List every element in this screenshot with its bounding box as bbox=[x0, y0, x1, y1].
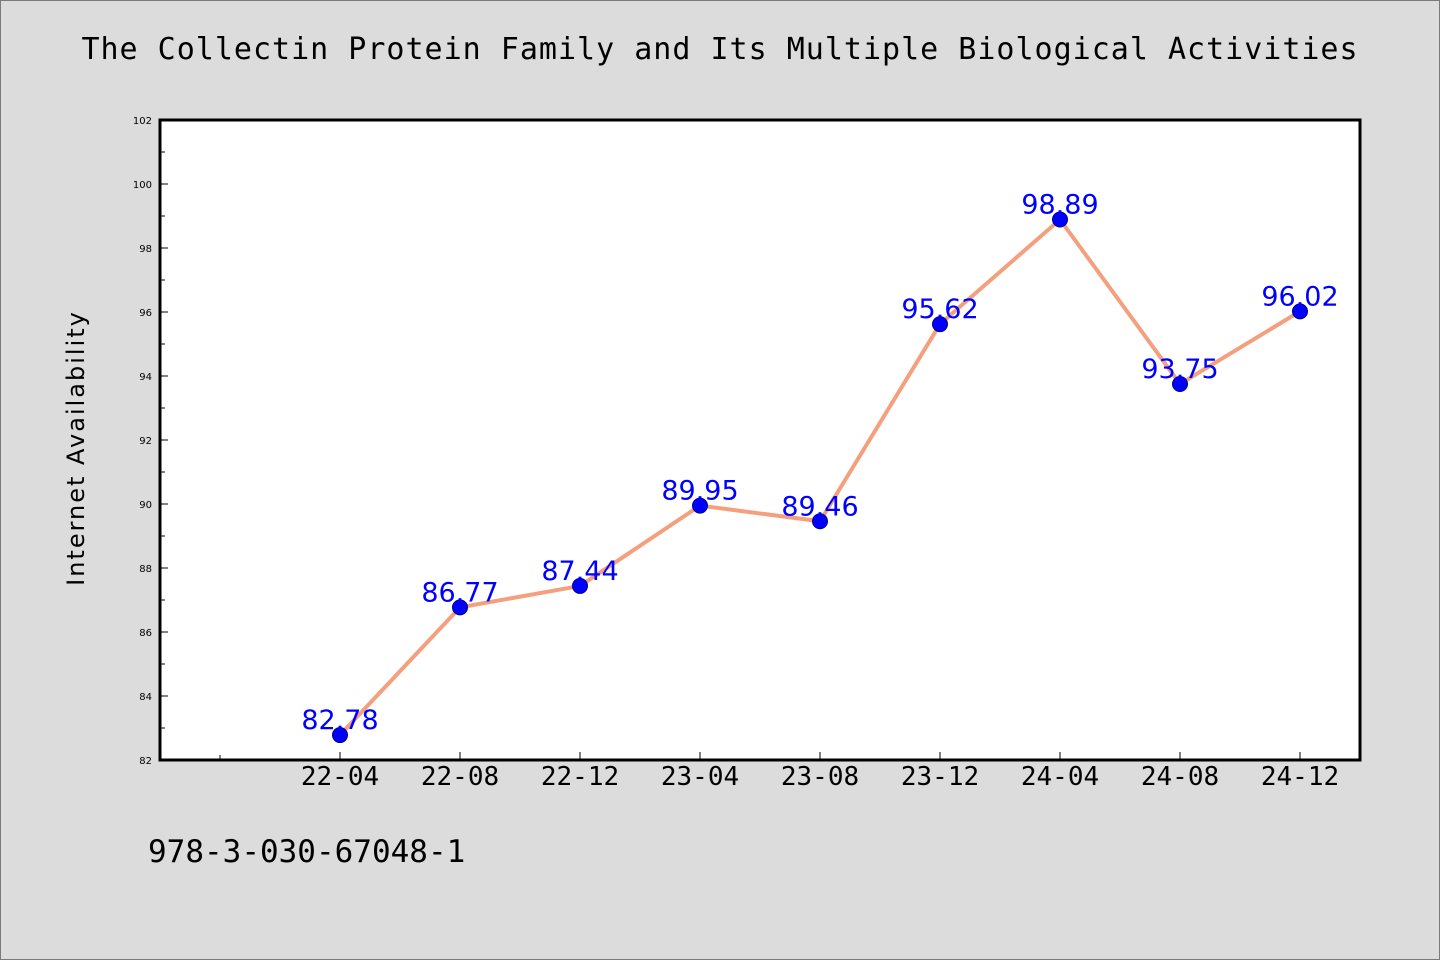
data-label: 89.46 bbox=[781, 491, 858, 522]
x-tick-label: 23-08 bbox=[781, 762, 859, 792]
data-label: 95.62 bbox=[901, 294, 978, 325]
y-tick-label: 90 bbox=[139, 500, 152, 511]
y-tick-label: 94 bbox=[139, 372, 152, 383]
y-tick-label: 82 bbox=[139, 756, 152, 767]
data-point bbox=[812, 513, 828, 530]
footer-code: 978-3-030-67048-1 bbox=[148, 834, 466, 870]
x-tick-label: 23-04 bbox=[661, 762, 739, 792]
data-label: 86.77 bbox=[421, 577, 498, 608]
data-label: 89.95 bbox=[661, 476, 738, 507]
y-tick-label: 86 bbox=[139, 628, 152, 639]
y-tick-label: 102 bbox=[133, 116, 152, 127]
plot-border bbox=[158, 118, 1362, 762]
data-point bbox=[332, 727, 348, 744]
data-point bbox=[1172, 376, 1188, 392]
data-point bbox=[1292, 303, 1308, 320]
y-tick-label: 96 bbox=[139, 308, 152, 319]
data-label: 82.78 bbox=[301, 705, 378, 736]
data-point bbox=[1052, 211, 1068, 228]
x-tick-label: 24-08 bbox=[1141, 762, 1219, 792]
y-tick-label: 100 bbox=[133, 180, 152, 191]
y-tick-label: 84 bbox=[139, 692, 152, 703]
series-group bbox=[332, 211, 1308, 744]
x-tick-label: 23-12 bbox=[901, 762, 979, 792]
x-axis: 22-04 22-08 22-12 23-04 23-08 23-12 24-04 24-08… bbox=[219, 752, 1339, 792]
x-tick-label: 22-08 bbox=[421, 762, 499, 792]
plot-area bbox=[160, 120, 1360, 760]
data-point bbox=[692, 497, 708, 514]
x-tick-label: 22-12 bbox=[541, 762, 619, 792]
y-tick-label: 88 bbox=[139, 564, 152, 575]
data-labels: 82.78 86.77 87.44 89.95 89.46 95.62 98.89 93.75… bbox=[301, 190, 1338, 737]
x-tick-label: 24-12 bbox=[1261, 762, 1339, 792]
data-label: 98.89 bbox=[1021, 190, 1098, 221]
data-label: 96.02 bbox=[1261, 281, 1338, 312]
chart-title: The Collectin Protein Family and Its Mul… bbox=[81, 32, 1359, 67]
data-label: 87.44 bbox=[541, 556, 618, 587]
y-tick-label: 92 bbox=[139, 436, 152, 447]
data-point bbox=[572, 577, 588, 594]
data-point bbox=[932, 316, 948, 333]
x-tick-label: 22-04 bbox=[301, 762, 379, 792]
y-tick-label: 98 bbox=[139, 244, 152, 255]
data-point bbox=[452, 599, 468, 616]
x-tick-label: 24-04 bbox=[1021, 762, 1099, 792]
data-label: 93.75 bbox=[1141, 354, 1218, 385]
